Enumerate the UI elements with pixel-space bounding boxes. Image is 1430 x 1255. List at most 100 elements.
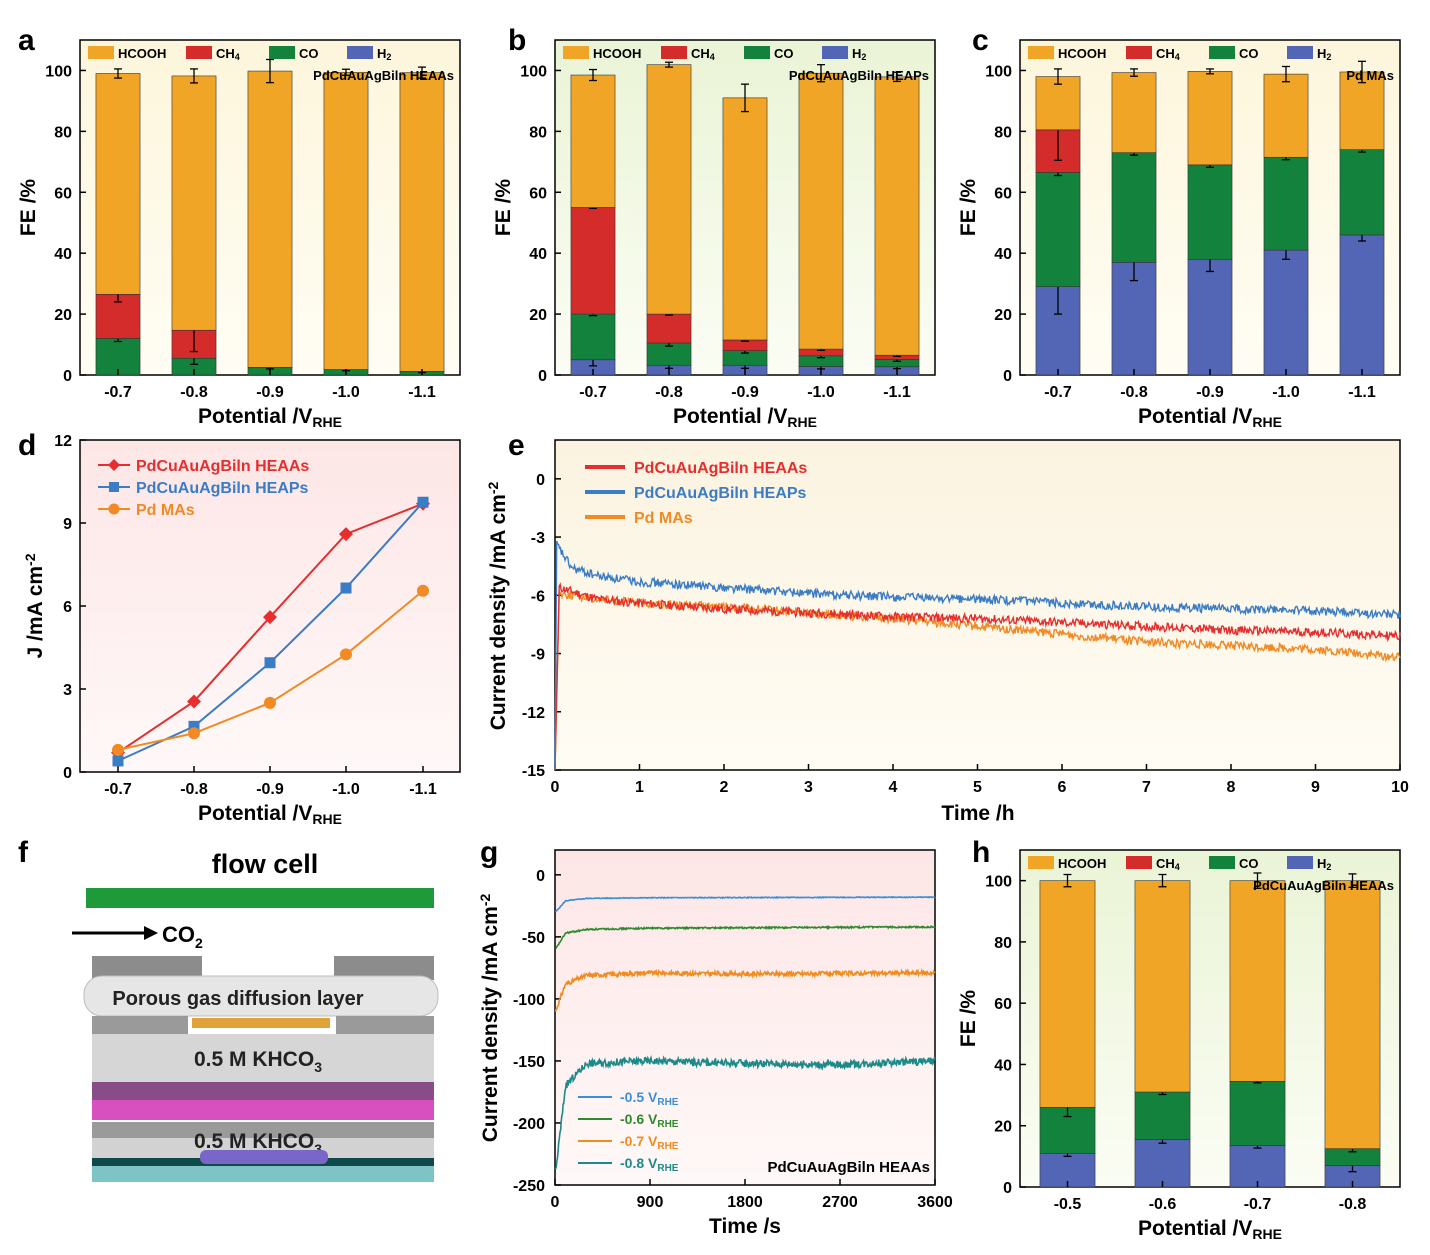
x-tick-label: -0.8 [180,384,208,401]
x-tick-label: 3600 [917,1194,953,1211]
catholyte-stripe [92,1082,434,1100]
bar-co [1229,1081,1286,1146]
x-tick-label: 1800 [727,1194,763,1211]
legend-label-ch4: CH4 [691,46,715,62]
legend-swatch-ch4 [1126,46,1152,59]
data-point [264,696,276,709]
x-tick-label: -0.6 [1149,1196,1177,1213]
y-tick-label: -250 [513,1178,545,1195]
y-tick-label: 40 [54,246,72,263]
legend-label: -0.6 VRHE [620,1111,679,1130]
legend-label-h2: H2 [1317,46,1331,62]
x-tick-label: -0.7 [104,781,132,798]
panel-label-b: b [508,24,526,57]
legend-label-co: CO [1239,46,1259,61]
legend-swatch-hcooh [1028,46,1054,59]
y-tick-label: 100 [520,63,547,80]
data-point [417,584,429,597]
y-tick-label: 60 [994,185,1012,202]
y-tick-label: 60 [994,996,1012,1013]
y-tick-label: 100 [45,63,72,80]
y-tick-label: 0 [1003,368,1012,385]
data-point [188,720,200,732]
x-tick-label: -0.9 [731,384,759,401]
panel-h: 0 20 40 60 80 100 -0.5 -0.6 -0.7 -0.8 HCOOH CH4 CO H2… [957,849,1401,1242]
bar-co [1187,164,1233,260]
x-tick-label: 1 [635,779,644,796]
y-tick-label: 100 [985,874,1012,891]
bar-hcooh [1187,71,1233,166]
legend-swatch-ch4 [1126,856,1152,869]
y-tick-label: -150 [513,1054,545,1071]
y-tick-label: 20 [994,1119,1012,1136]
x-tick-label: 6 [1058,779,1067,796]
y-tick-label: 100 [985,63,1012,80]
frame-right [336,1016,434,1034]
bottom-plate [92,1166,434,1182]
y-tick-label: 0 [536,472,545,489]
panel-label-h: h [972,836,990,869]
panel-label-f: f [18,836,29,869]
y-tick-label: -50 [522,930,545,947]
bar-co [1134,1091,1191,1140]
legend-swatch-hcooh [1028,856,1054,869]
series-line [554,540,1401,771]
x-tick-label: 900 [637,1194,664,1211]
bar-hcooh [323,71,369,370]
y-tick-label: -100 [513,992,545,1009]
bar-co [1339,149,1385,236]
y-tick-label: 0 [1003,1180,1012,1197]
y-tick-label: 3 [63,682,72,699]
bar-hcooh [646,64,692,315]
x-tick-label: -0.7 [1244,1196,1272,1213]
data-point [188,727,200,740]
x-tick-label: -1.1 [1348,384,1376,401]
x-tick-label: -0.8 [180,781,208,798]
x-tick-label: -0.7 [104,384,132,401]
anolyte-label: 0.5 M KHCO3 [194,1130,322,1157]
y-tick-label: 0 [538,368,547,385]
legend-marker [108,503,120,515]
x-tick-label: -1.0 [807,384,835,401]
legend-label: PdCuAuAgBiln HEAAs [136,458,309,475]
y-tick-label: -6 [531,588,545,605]
y-tick-label: 20 [994,307,1012,324]
y-tick-label: 80 [54,124,72,141]
x-tick-label: 2 [720,779,729,796]
frame-left [92,1016,188,1034]
x-tick-label: -0.7 [579,384,607,401]
legend-label-hcooh: HCOOH [593,46,641,61]
panel-c: 0 20 40 60 80 100 -0.7 -0.8 -0.9 -1.0 -1.1 HCOOH CH4… [957,39,1401,430]
legend-label: PdCuAuAgBiln HEAPs [136,480,309,497]
y-tick-label: 80 [994,124,1012,141]
y-tick-label: 0 [63,368,72,385]
bar-h2 [1187,258,1233,376]
y-tick-label: -200 [513,1116,545,1133]
bar-hcooh [1229,880,1286,1082]
x-axis-label: Potential /VRHE [198,802,342,827]
legend-label-ch4: CH4 [1156,856,1180,872]
bar-hcooh [1039,880,1096,1108]
plot-background [80,440,460,772]
legend-marker [109,482,119,492]
legend-swatch-co [1209,856,1235,869]
bar-co [1111,152,1157,263]
y-axis-label: FE /% [957,179,980,237]
anode-catalyst [200,1150,328,1164]
y-axis-label: J /mA cm-2 [22,553,47,658]
y-tick-label: 6 [63,599,72,616]
bar-hcooh [874,76,920,356]
legend-label: Pd MAs [634,510,693,527]
series-line [554,924,936,950]
panel-label-a: a [18,24,35,57]
panel-title: PdCuAuAgBiln HEAAs [1253,878,1394,893]
data-point [417,496,429,508]
legend-label: -0.5 VRHE [620,1089,679,1108]
y-tick-label: 9 [63,516,72,533]
x-tick-label: 4 [889,779,898,796]
x-tick-label: 2700 [822,1194,858,1211]
plot-frame [1019,849,1401,1188]
x-tick-label: -0.8 [1339,1196,1367,1213]
legend-swatch-h2 [1287,46,1313,59]
legend-label-co: CO [1239,856,1259,871]
